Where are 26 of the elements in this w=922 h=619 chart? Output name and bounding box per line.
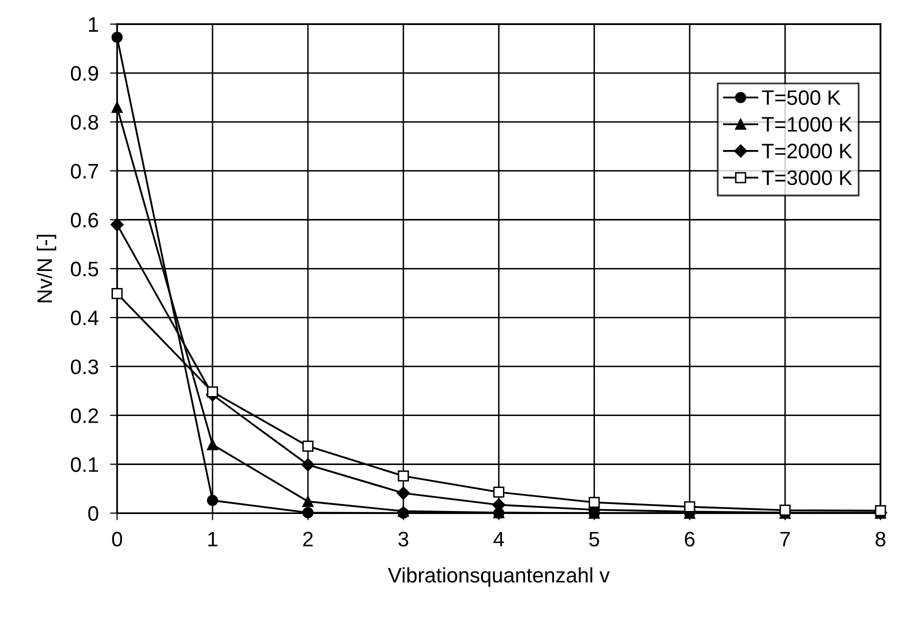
y-tick-label: 0.8 [70, 114, 98, 130]
y-tick-label: 0.1 [70, 457, 98, 472]
x-tick-label: 7 [780, 532, 790, 546]
legend-label: T=500 K [762, 90, 841, 106]
x-tick-label: 1 [208, 532, 218, 546]
y-tick-label: 0.9 [70, 66, 98, 81]
y-axis-title: Nv/N [-] [36, 234, 56, 302]
x-tick-label: 4 [493, 532, 504, 546]
y-tick-label: 0.5 [70, 262, 98, 276]
x-tick-label: 5 [589, 532, 600, 547]
x-tick-label: 2 [303, 532, 313, 546]
x-tick-label: 6 [684, 532, 695, 547]
x-tick-label: 3 [398, 532, 408, 547]
y-tick-label: 0.3 [70, 359, 98, 374]
x-tick-label: 0 [112, 532, 122, 547]
y-tick-label: 1 [89, 17, 98, 32]
y-tick-label: 0.2 [70, 408, 98, 424]
y-tick-label: 0 [88, 506, 98, 521]
legend-label: T=1000 K [762, 116, 852, 132]
legend-label: T=3000 K [762, 170, 852, 186]
y-tick-label: 0.4 [70, 310, 98, 326]
x-tick-label: 8 [876, 532, 886, 547]
x-axis-title: Vibrationsquantenzahl v [388, 567, 610, 587]
legend-label: T=2000 K [762, 144, 852, 158]
y-tick-label: 0.6 [70, 212, 98, 228]
y-tick-label: 0.7 [70, 164, 98, 179]
